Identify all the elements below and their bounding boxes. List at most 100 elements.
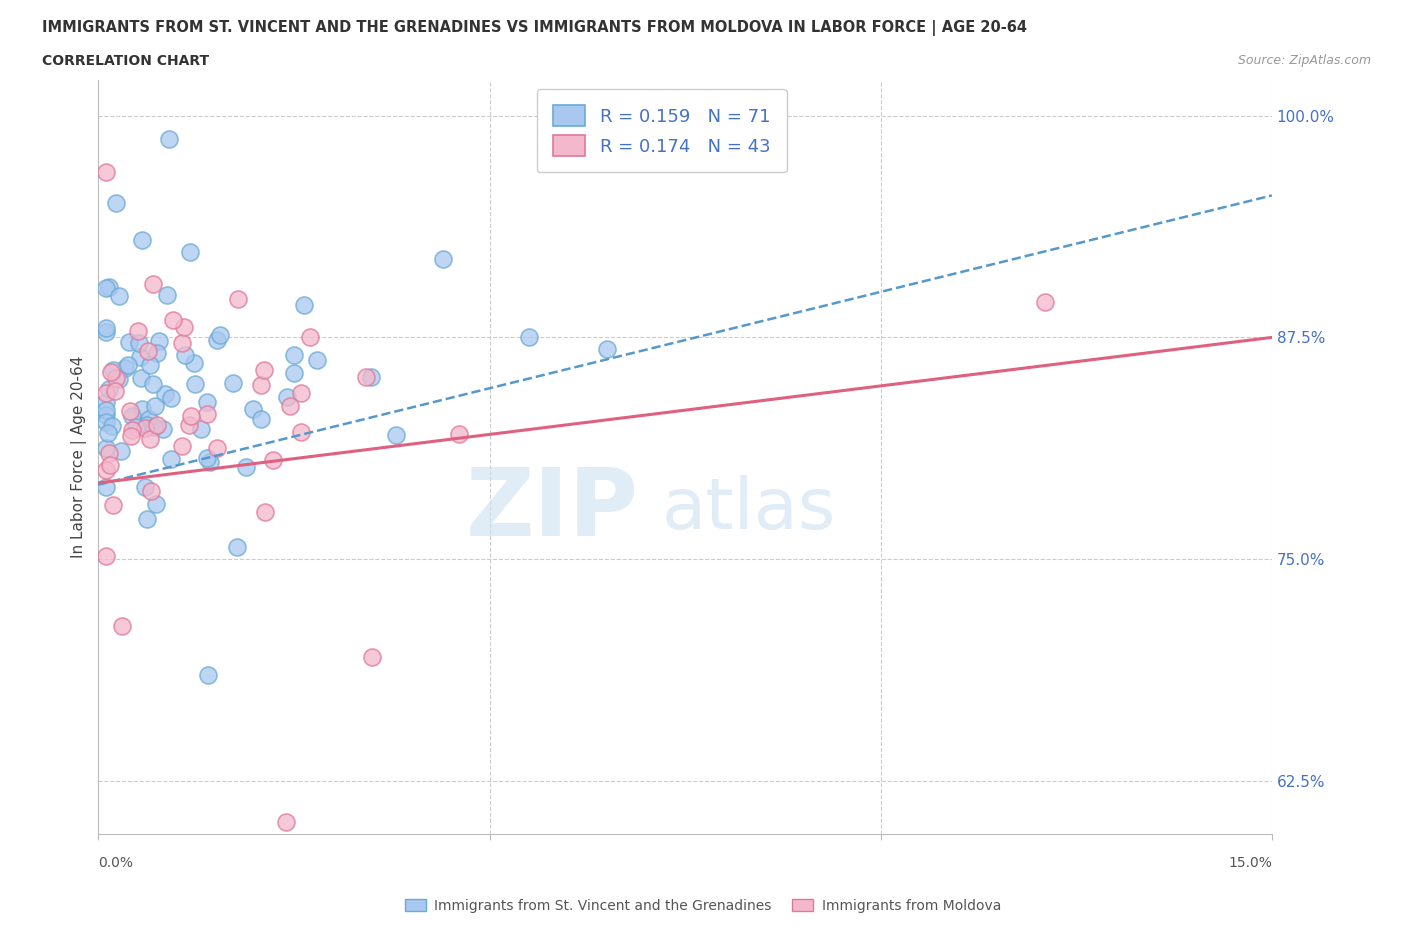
- Point: [195, 450, 218, 465]
- Point: [108, 372, 131, 387]
- Point: [98, 458, 121, 472]
- Point: [135, 418, 157, 432]
- Point: [129, 370, 152, 385]
- Point: [174, 348, 197, 363]
- Point: [180, 408, 202, 423]
- Point: [292, 298, 315, 312]
- Point: [156, 287, 179, 302]
- Point: [197, 667, 219, 682]
- Point: [170, 439, 193, 454]
- Point: [298, 330, 321, 345]
- Point: [120, 429, 142, 444]
- Point: [384, 428, 406, 443]
- Legend: Immigrants from St. Vincent and the Grenadines, Immigrants from Moldova: Immigrants from St. Vincent and the Gren…: [399, 894, 1007, 919]
- Point: [117, 357, 139, 372]
- Point: [360, 369, 382, 384]
- Point: [183, 355, 205, 370]
- Point: [278, 399, 301, 414]
- Point: [517, 330, 540, 345]
- Point: [104, 195, 127, 210]
- Point: [136, 344, 159, 359]
- Point: [96, 281, 118, 296]
- Point: [129, 350, 152, 365]
- Point: [96, 480, 118, 495]
- Point: [152, 421, 174, 436]
- Point: [242, 402, 264, 417]
- Point: [177, 418, 200, 432]
- Point: [96, 408, 118, 423]
- Point: [97, 426, 120, 441]
- Point: [127, 324, 149, 339]
- Text: 0.0%: 0.0%: [98, 856, 134, 870]
- Point: [96, 463, 118, 478]
- Point: [125, 419, 148, 434]
- Point: [290, 424, 312, 439]
- Point: [157, 131, 180, 146]
- Point: [143, 399, 166, 414]
- Point: [98, 279, 121, 294]
- Point: [101, 363, 124, 378]
- Point: [184, 377, 207, 392]
- Point: [274, 815, 297, 830]
- Point: [117, 335, 139, 350]
- Point: [131, 401, 153, 416]
- Point: [131, 232, 153, 247]
- Point: [104, 370, 127, 385]
- Point: [160, 451, 183, 466]
- Point: [145, 497, 167, 512]
- Point: [96, 320, 118, 335]
- Point: [96, 385, 118, 400]
- Point: [283, 365, 305, 380]
- Point: [121, 408, 143, 423]
- Point: [107, 288, 129, 303]
- Point: [104, 384, 127, 399]
- Point: [361, 649, 384, 664]
- Point: [209, 327, 232, 342]
- Point: [1033, 295, 1056, 310]
- Point: [307, 353, 329, 368]
- Point: [96, 440, 118, 455]
- Point: [114, 360, 136, 375]
- Point: [190, 421, 212, 436]
- Point: [170, 336, 193, 351]
- Point: [142, 377, 165, 392]
- Point: [235, 459, 257, 474]
- Text: IMMIGRANTS FROM ST. VINCENT AND THE GRENADINES VS IMMIGRANTS FROM MOLDOVA IN LAB: IMMIGRANTS FROM ST. VINCENT AND THE GREN…: [42, 20, 1028, 36]
- Point: [96, 403, 118, 418]
- Text: 15.0%: 15.0%: [1227, 856, 1272, 870]
- Point: [121, 422, 143, 437]
- Point: [98, 445, 121, 460]
- Point: [146, 418, 169, 432]
- Point: [432, 252, 454, 267]
- Point: [148, 334, 170, 349]
- Point: [276, 390, 298, 405]
- Point: [155, 386, 177, 401]
- Point: [179, 244, 201, 259]
- Point: [138, 412, 160, 427]
- Point: [596, 342, 619, 357]
- Point: [96, 415, 118, 430]
- Text: atlas: atlas: [662, 475, 837, 544]
- Point: [98, 381, 121, 396]
- Point: [283, 348, 305, 363]
- Point: [146, 346, 169, 361]
- Point: [447, 426, 470, 441]
- Point: [101, 498, 124, 512]
- Point: [100, 418, 122, 433]
- Point: [128, 336, 150, 351]
- Point: [195, 407, 218, 422]
- Text: CORRELATION CHART: CORRELATION CHART: [42, 54, 209, 68]
- Point: [142, 419, 165, 434]
- Point: [205, 333, 228, 348]
- Point: [225, 539, 247, 554]
- Text: ZIP: ZIP: [465, 464, 638, 556]
- Point: [290, 386, 312, 401]
- Point: [205, 440, 228, 455]
- Legend: R = 0.159   N = 71, R = 0.174   N = 43: R = 0.159 N = 71, R = 0.174 N = 43: [537, 89, 787, 172]
- Point: [354, 369, 377, 384]
- Point: [111, 618, 134, 633]
- Point: [142, 277, 165, 292]
- Point: [136, 512, 159, 527]
- Point: [253, 363, 276, 378]
- Point: [195, 394, 218, 409]
